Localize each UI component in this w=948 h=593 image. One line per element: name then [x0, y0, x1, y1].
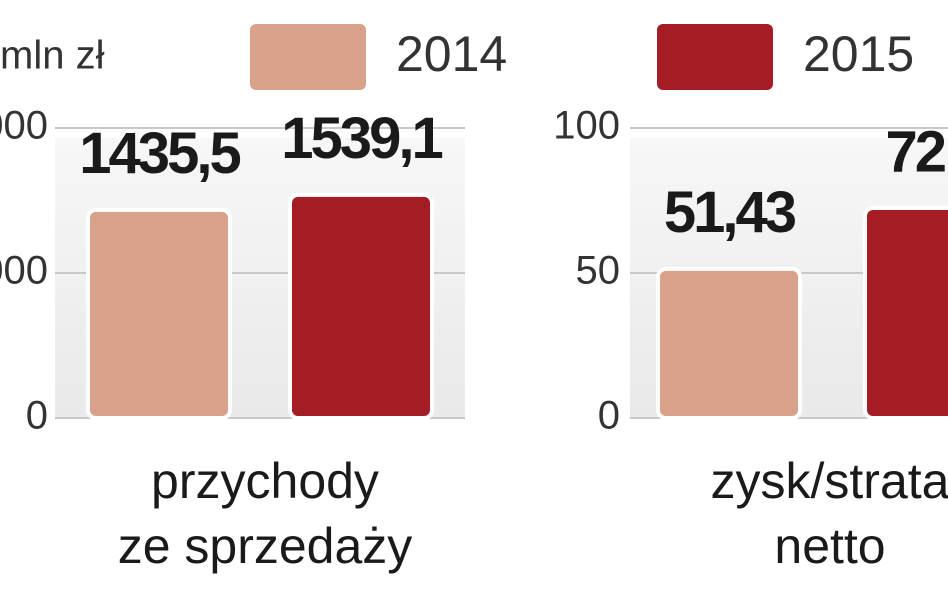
y-tick-label: 50 [576, 249, 621, 293]
y-tick-label: 0 [26, 394, 48, 438]
value-label: 72,4 [886, 119, 948, 184]
value-label: 51,43 [664, 180, 796, 245]
legend-swatch [246, 20, 370, 94]
x-axis-label: zysk/strata [711, 453, 948, 509]
bar [656, 266, 802, 420]
value-label: 1435,5 [79, 121, 240, 186]
bar [288, 192, 434, 420]
x-axis-label: przychody [151, 453, 379, 509]
y-tick-label: 0 [598, 394, 620, 438]
unit-label: mln zł [0, 34, 105, 78]
bar [86, 207, 232, 420]
y-tick-label: 1000 [0, 249, 48, 293]
y-tick-label: 100 [553, 104, 620, 148]
value-label: 1539,1 [281, 106, 442, 171]
y-tick-label: 2000 [0, 104, 48, 148]
legend-label: 2014 [396, 26, 507, 82]
legend-swatch [653, 20, 777, 94]
x-axis-label: ze sprzedaży [118, 518, 413, 574]
legend-label: 2015 [803, 26, 914, 82]
bar [863, 206, 948, 420]
x-axis-label: netto [774, 518, 885, 574]
